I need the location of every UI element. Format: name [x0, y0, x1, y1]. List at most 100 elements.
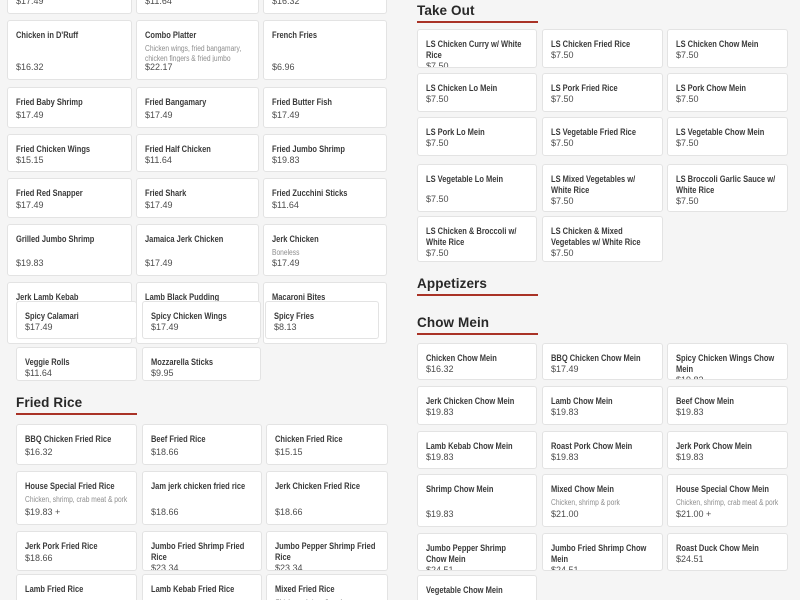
- menu-item-price: $7.50: [426, 248, 449, 258]
- menu-item-card[interactable]: LS Chicken Lo Mein $7.50: [417, 73, 537, 112]
- menu-item-card[interactable]: Jumbo Pepper Shrimp Fried Rice $23.34: [266, 531, 388, 571]
- menu-item-card[interactable]: Spicy Chicken Wings Chow Mein $19.83: [667, 343, 788, 380]
- menu-item-card[interactable]: Mixed Chow Mein Chicken, shrimp & pork $…: [542, 474, 663, 527]
- menu-item-card[interactable]: LS Broccoli Garlic Sauce w/ White Rice $…: [667, 164, 788, 212]
- menu-item-card[interactable]: Veggie Rolls $11.64: [16, 347, 137, 381]
- menu-item-card[interactable]: LS Pork Lo Mein $7.50: [417, 117, 537, 156]
- section-underline: [417, 333, 538, 335]
- menu-item-name: Jerk Pork Fried Rice: [25, 541, 98, 551]
- menu-item-price: $7.50: [426, 61, 449, 68]
- menu-item-card[interactable]: Lamb Kebab Fried Rice: [142, 574, 262, 600]
- menu-item-card[interactable]: LS Chicken Chow Mein $7.50: [667, 29, 788, 68]
- menu-item-card[interactable]: Jerk Chicken Boneless $17.49: [263, 224, 387, 276]
- menu-item-card[interactable]: Chicken Chow Mein $16.32: [417, 343, 537, 380]
- menu-item-name: LS Chicken Lo Mein: [426, 83, 498, 93]
- menu-item-card[interactable]: LS Pork Fried Rice $7.50: [542, 73, 663, 112]
- menu-item-price: $17.49: [145, 258, 173, 268]
- menu-item-name: Fried Shark: [145, 188, 187, 198]
- menu-item-price: $6.96: [272, 62, 295, 72]
- menu-item-card[interactable]: Beef Chow Mein $19.83: [667, 386, 788, 425]
- menu-item-name: Jam jerk chicken fried rice: [151, 481, 246, 491]
- menu-item-card[interactable]: Jerk Chicken Chow Mein $19.83: [417, 386, 537, 425]
- menu-item-card[interactable]: Shrimp Chow Mein $19.83: [417, 474, 537, 527]
- menu-item-card[interactable]: $16.32: [263, 0, 387, 14]
- menu-item-card[interactable]: Vegetable Chow Mein: [417, 575, 537, 600]
- menu-item-card[interactable]: Fried Red Snapper $17.49: [7, 178, 132, 218]
- menu-item-card[interactable]: French Fries $6.96: [263, 20, 387, 80]
- menu-item-price: $23.34: [275, 563, 303, 571]
- menu-item-card[interactable]: Fried Jumbo Shrimp $19.83: [263, 134, 387, 172]
- menu-item-card[interactable]: Lamb Chow Mein $19.83: [542, 386, 663, 425]
- menu-item-card[interactable]: BBQ Chicken Fried Rice $16.32: [16, 424, 137, 465]
- menu-item-name: LS Pork Chow Mein: [676, 83, 746, 93]
- menu-item-description: Chicken wings, fried bangamary, chicken …: [145, 44, 242, 62]
- menu-item-card[interactable]: Spicy Fries $8.13: [265, 301, 379, 339]
- menu-item-card[interactable]: Jumbo Fried Shrimp Fried Rice $23.34: [142, 531, 262, 571]
- menu-item-card[interactable]: House Special Chow Mein Chicken, shrimp,…: [667, 474, 788, 527]
- menu-item-price: $7.50: [551, 138, 574, 148]
- menu-item-card[interactable]: LS Vegetable Chow Mein $7.50: [667, 117, 788, 156]
- menu-item-card[interactable]: Chicken in D'Ruff $16.32: [7, 20, 132, 80]
- menu-item-card[interactable]: Jumbo Fried Shrimp Chow Mein $24.51: [542, 533, 663, 571]
- menu-item-card[interactable]: House Special Fried Rice Chicken, shrimp…: [16, 471, 137, 525]
- menu-item-name: House Special Chow Mein: [676, 484, 769, 494]
- menu-item-card[interactable]: Spicy Chicken Wings $17.49: [142, 301, 261, 339]
- menu-item-name: Lamb Fried Rice: [25, 584, 84, 594]
- menu-item-card[interactable]: Spicy Calamari $17.49: [16, 301, 137, 339]
- menu-item-price: $24.51: [551, 565, 579, 571]
- menu-item-card[interactable]: Chicken Fried Rice $15.15: [266, 424, 388, 465]
- menu-item-card[interactable]: Fried Chicken Wings $15.15: [7, 134, 132, 172]
- menu-item-card[interactable]: Roast Pork Chow Mein $19.83: [542, 431, 663, 469]
- menu-item-card[interactable]: $17.49: [7, 0, 132, 14]
- menu-item-description: Chicken, shrimp & pork: [275, 598, 379, 600]
- menu-item-card[interactable]: Fried Baby Shrimp $17.49: [7, 87, 132, 128]
- menu-item-name: Fried Jumbo Shrimp: [272, 144, 345, 154]
- menu-item-card[interactable]: BBQ Chicken Chow Mein $17.49: [542, 343, 663, 380]
- menu-item-card[interactable]: LS Chicken & Broccoli w/ White Rice $7.5…: [417, 216, 537, 262]
- menu-item-name: LS Broccoli Garlic Sauce w/ White Rice: [676, 174, 776, 195]
- menu-item-card[interactable]: Jumbo Pepper Shrimp Chow Mein $24.51: [417, 533, 537, 571]
- menu-item-card[interactable]: Jerk Pork Fried Rice $18.66: [16, 531, 137, 571]
- menu-item-card[interactable]: Lamb Fried Rice: [16, 574, 137, 600]
- menu-item-name: LS Chicken Chow Mein: [676, 39, 759, 49]
- menu-item-card[interactable]: Fried Shark $17.49: [136, 178, 259, 218]
- menu-item-card[interactable]: LS Vegetable Fried Rice $7.50: [542, 117, 663, 156]
- menu-item-card[interactable]: Beef Fried Rice $18.66: [142, 424, 262, 465]
- menu-item-name: Jumbo Fried Shrimp Fried Rice: [151, 541, 245, 562]
- menu-item-name: Chicken in D'Ruff: [16, 30, 79, 40]
- menu-item-card[interactable]: Jerk Chicken Fried Rice $18.66: [266, 471, 388, 525]
- menu-item-name: Jerk Chicken Chow Mein: [426, 396, 515, 406]
- menu-item-name: LS Chicken Curry w/ White Rice: [426, 39, 522, 60]
- menu-item-price: $17.49: [16, 0, 44, 6]
- menu-item-name: Lamb Kebab Fried Rice: [151, 584, 235, 594]
- menu-item-card[interactable]: Mixed Fried Rice Chicken, shrimp & pork: [266, 574, 388, 600]
- menu-item-card[interactable]: Fried Bangamary $17.49: [136, 87, 259, 128]
- menu-item-name: Jerk Chicken: [272, 234, 319, 244]
- menu-item-card[interactable]: Fried Half Chicken $11.64: [136, 134, 259, 172]
- menu-item-card[interactable]: LS Mixed Vegetables w/ White Rice $7.50: [542, 164, 663, 212]
- menu-item-card[interactable]: Jam jerk chicken fried rice $18.66: [142, 471, 262, 525]
- menu-item-price: $16.32: [272, 0, 300, 6]
- section-header-fried-rice: Fried Rice: [16, 395, 137, 415]
- menu-item-card[interactable]: Grilled Jumbo Shrimp $19.83: [7, 224, 132, 276]
- menu-item-card[interactable]: Fried Butter Fish $17.49: [263, 87, 387, 128]
- menu-item-card[interactable]: Jerk Pork Chow Mein $19.83: [667, 431, 788, 469]
- menu-item-card[interactable]: Lamb Kebab Chow Mein $19.83: [417, 431, 537, 469]
- menu-item-card[interactable]: Roast Duck Chow Mein $24.51: [667, 533, 788, 571]
- menu-item-card[interactable]: Combo Platter Chicken wings, fried banga…: [136, 20, 259, 80]
- menu-item-price: $21.00 +: [676, 509, 712, 519]
- menu-item-card[interactable]: Fried Zucchini Sticks $11.64: [263, 178, 387, 218]
- menu-item-card[interactable]: Mozzarella Sticks $9.95: [142, 347, 261, 381]
- menu-item-card[interactable]: LS Chicken Curry w/ White Rice $7.50: [417, 29, 537, 68]
- menu-item-name: Lamb Chow Mein: [551, 396, 613, 406]
- menu-item-card[interactable]: LS Chicken Fried Rice $7.50: [542, 29, 663, 68]
- menu-item-card[interactable]: LS Pork Chow Mein $7.50: [667, 73, 788, 112]
- menu-item-price: $7.50: [426, 194, 449, 204]
- menu-item-name: Jerk Pork Chow Mein: [676, 441, 752, 451]
- menu-item-card[interactable]: LS Chicken & Mixed Vegetables w/ White R…: [542, 216, 663, 262]
- menu-item-card[interactable]: Jamaica Jerk Chicken $17.49: [136, 224, 259, 276]
- menu-item-price: $7.50: [551, 94, 574, 104]
- menu-item-card[interactable]: LS Vegetable Lo Mein $7.50: [417, 164, 537, 212]
- menu-item-card[interactable]: $11.64: [136, 0, 259, 14]
